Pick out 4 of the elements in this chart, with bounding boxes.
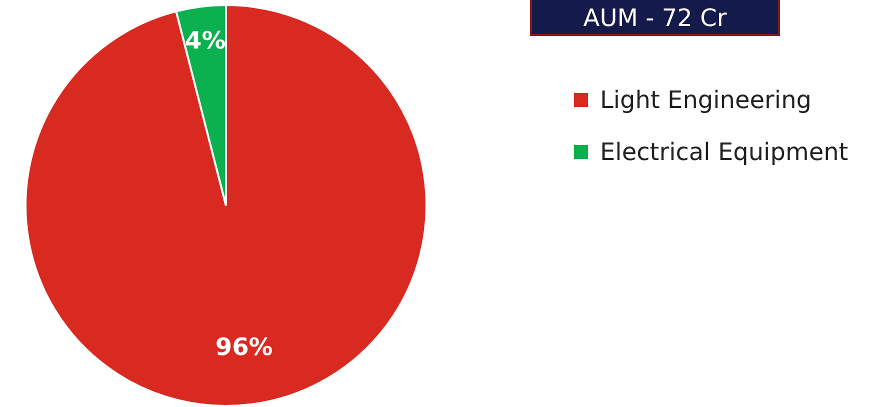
data-label: 96% [215,332,273,361]
legend-label: Light Engineering [600,86,812,114]
data-label: 4% [185,26,226,55]
legend-label: Electrical Equipment [600,138,848,166]
